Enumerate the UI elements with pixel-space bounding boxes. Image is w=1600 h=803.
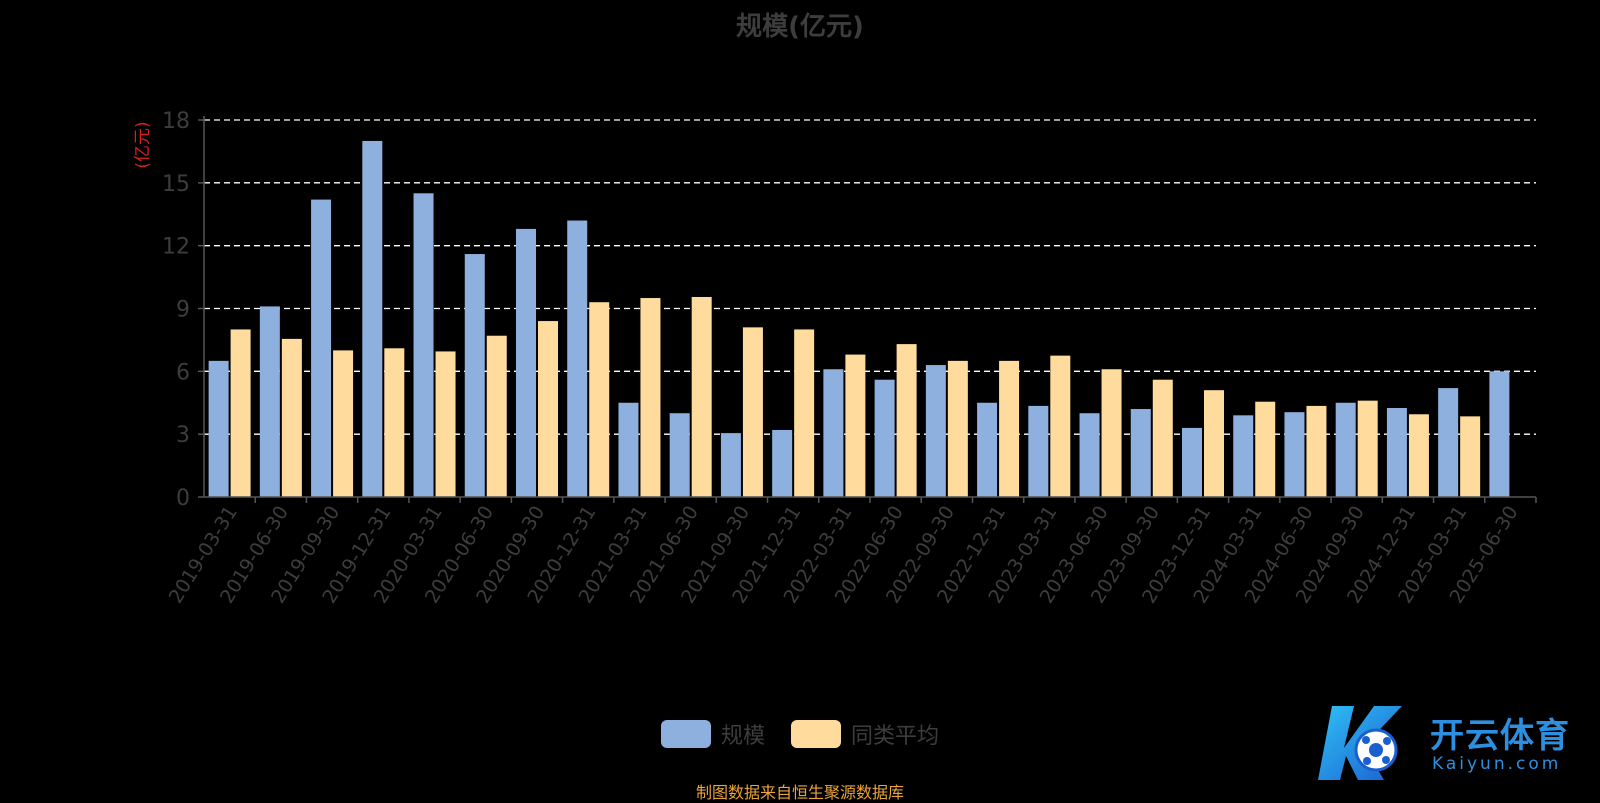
bar-peer-average xyxy=(845,354,866,497)
legend-swatch-peer-average xyxy=(791,720,841,748)
y-tick-label: 6 xyxy=(176,360,190,385)
bar-peer-average xyxy=(1306,405,1327,497)
legend-label-scale: 规模 xyxy=(720,724,765,749)
bar-scale xyxy=(1284,412,1305,497)
bar-peer-average xyxy=(486,335,507,497)
bar-peer-average xyxy=(333,350,354,497)
bar-scale xyxy=(823,369,844,497)
legend-item-scale[interactable]: 规模 xyxy=(660,718,765,750)
bar-scale xyxy=(311,199,332,498)
bar-scale xyxy=(1028,405,1049,497)
bar-scale xyxy=(567,220,588,498)
y-tick-label: 15 xyxy=(162,172,190,197)
bar-scale xyxy=(1386,407,1407,497)
bar-peer-average xyxy=(1255,401,1276,497)
bar-peer-average xyxy=(640,298,661,497)
bar-scale xyxy=(925,365,946,497)
bar-scale xyxy=(516,228,536,497)
y-tick-label: 12 xyxy=(162,235,190,260)
k-logo-icon xyxy=(1318,706,1402,780)
bar-scale xyxy=(720,433,741,497)
bar-scale xyxy=(1182,427,1202,497)
bar-peer-average xyxy=(896,344,917,497)
bar-scale xyxy=(208,360,229,497)
bar-peer-average xyxy=(1152,379,1173,497)
bar-peer-average xyxy=(1050,355,1071,497)
bar-peer-average xyxy=(742,327,763,497)
bar-peer-average xyxy=(384,348,405,497)
bar-peer-average xyxy=(999,360,1020,497)
bar-scale xyxy=(772,429,793,497)
y-axis-label: (亿元) xyxy=(133,121,153,168)
legend: 规模 同类平均 xyxy=(0,718,1600,750)
bar-scale xyxy=(977,402,998,497)
y-tick-label: 9 xyxy=(176,298,190,323)
bar-peer-average xyxy=(589,302,610,497)
y-tick-label: 0 xyxy=(176,486,190,511)
bar-peer-average xyxy=(794,329,815,497)
bar-scale xyxy=(618,402,639,497)
bar-scale xyxy=(1335,402,1356,497)
bar-scale xyxy=(1233,415,1254,497)
bar-peer-average xyxy=(1460,416,1481,497)
bar-peer-average xyxy=(1204,390,1224,497)
bar-scale xyxy=(362,140,383,497)
source-note: 制图数据来自恒生聚源数据库 xyxy=(695,783,904,802)
chart-title: 规模(亿元) xyxy=(736,12,864,42)
bar-scale xyxy=(464,254,485,497)
watermark: 开云体育 Kaiyun.com xyxy=(1310,698,1600,788)
bars xyxy=(208,140,1510,498)
bar-scale xyxy=(1438,388,1459,497)
watermark-text: 开云体育 xyxy=(1430,716,1570,756)
legend-swatch-scale xyxy=(660,720,711,748)
bar-peer-average xyxy=(435,351,456,497)
bar-scale xyxy=(413,193,434,498)
bar-scale xyxy=(1130,409,1151,497)
bar-peer-average xyxy=(947,360,968,497)
bar-peer-average xyxy=(538,321,558,497)
bar-peer-average xyxy=(1408,414,1429,497)
bar-scale xyxy=(874,379,895,497)
bar-scale xyxy=(1489,371,1510,497)
watermark-subtext: Kaiyun.com xyxy=(1432,754,1562,774)
bar-peer-average xyxy=(1101,369,1122,497)
bar-peer-average xyxy=(691,296,712,497)
x-tick-labels: 2019-03-312019-06-302019-09-302019-12-31… xyxy=(165,502,1523,607)
bar-scale xyxy=(1079,413,1100,497)
legend-item-peer-average[interactable]: 同类平均 xyxy=(791,718,939,750)
y-tick-label: 18 xyxy=(162,109,190,134)
y-tick-labels: 0 3 6 9 12 15 18 xyxy=(162,109,190,511)
bar-scale xyxy=(259,306,280,497)
bar-peer-average xyxy=(1357,400,1378,497)
bar-scale xyxy=(669,413,690,497)
y-tick-label: 3 xyxy=(176,423,190,448)
bar-peer-average xyxy=(281,338,302,497)
legend-label-peer-average: 同类平均 xyxy=(851,724,940,749)
axes xyxy=(198,116,1537,503)
bar-peer-average xyxy=(230,329,251,497)
